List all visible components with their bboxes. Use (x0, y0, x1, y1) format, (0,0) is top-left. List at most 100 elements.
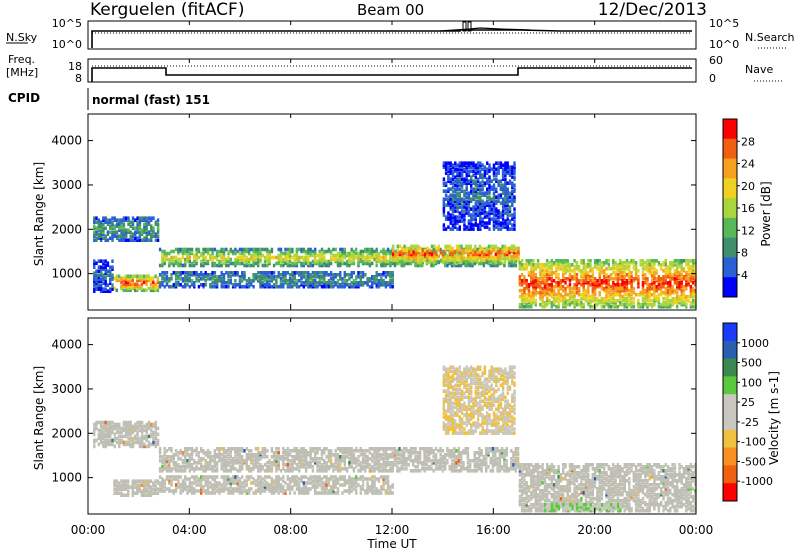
scatter-cell (666, 284, 670, 289)
scatter-cell (449, 213, 452, 217)
scatter-cell (195, 255, 198, 260)
scatter-cell (474, 223, 477, 227)
scatter-cell (492, 256, 495, 261)
scatter-cell (530, 300, 533, 305)
scatter-cell (109, 434, 112, 439)
scatter-cell (467, 169, 471, 173)
scatter-cell (213, 449, 217, 453)
scatter-cell (309, 463, 312, 467)
scatter-cell (136, 479, 139, 483)
scatter-cell (143, 489, 146, 493)
scatter-cell (687, 279, 690, 283)
scatter-cell (124, 274, 128, 279)
scatter-cell (510, 261, 513, 266)
scatter-cell (149, 487, 153, 491)
scatter-cell (320, 463, 324, 467)
scatter-cell (97, 232, 100, 236)
scatter-cell (234, 271, 237, 275)
scatter-cell (282, 271, 285, 275)
scatter-cell (329, 451, 333, 455)
scatter-cell (476, 209, 480, 213)
scatter-cell (109, 420, 112, 425)
scatter-cell (589, 259, 592, 263)
scatter-cell (660, 263, 663, 267)
scatter-cell (465, 203, 468, 207)
scatter-cell (134, 428, 137, 433)
scatter-cell (136, 424, 139, 429)
scatter-cell (361, 449, 365, 453)
scatter-cell (152, 440, 155, 445)
scatter-cell (140, 216, 144, 220)
scatter-cell (628, 277, 631, 281)
scatter-cell (653, 292, 656, 297)
scatter-cell (501, 177, 505, 181)
scatter-cell (195, 449, 198, 453)
scatter-cell (247, 457, 251, 461)
scatter-cell (97, 281, 100, 285)
scatter-cell (106, 442, 110, 447)
scatter-cell (238, 283, 242, 287)
scatter-cell (231, 447, 235, 451)
scatter-cell (357, 251, 360, 256)
scatter-cell (227, 271, 230, 275)
scatter-cell (555, 284, 558, 289)
scatter-cell (435, 252, 438, 257)
scatter-cell (359, 449, 362, 453)
scatter-cell (441, 249, 445, 254)
scatter-cell (179, 457, 182, 461)
scatter-cell (623, 271, 626, 275)
scatter-cell (614, 292, 617, 297)
scatter-cell (685, 279, 688, 283)
scatter-cell (506, 163, 509, 167)
scatter-cell (200, 259, 203, 264)
scatter-cell (211, 249, 214, 254)
scatter-cell (680, 284, 683, 289)
scatter-cell (115, 485, 118, 489)
scatter-cell (442, 163, 446, 167)
scatter-cell (513, 189, 516, 193)
scatter-cell (364, 449, 367, 453)
scatter-cell (678, 283, 681, 287)
scatter-cell (161, 465, 164, 469)
scatter-cell (680, 298, 683, 303)
scatter-cell (557, 290, 560, 295)
scatter-cell (417, 258, 420, 263)
scatter-cell (250, 449, 253, 453)
scatter-cell (102, 261, 105, 265)
scatter-cell (503, 258, 507, 263)
scatter-cell (486, 213, 489, 217)
scatter-cell (447, 217, 450, 221)
scatter-cell (359, 469, 362, 473)
scatter-cell (430, 244, 434, 249)
scatter-cell (506, 250, 509, 255)
scatter-cell (229, 247, 232, 252)
scatter-cell (115, 288, 118, 293)
scatter-cell (129, 236, 132, 240)
scatter-cell (341, 253, 344, 258)
scatter-cell (414, 261, 417, 266)
scatter-cell (510, 263, 513, 268)
scatter-cell (163, 284, 166, 289)
scatter-cell (225, 257, 228, 262)
scatter-cell (99, 265, 103, 269)
scatter-cell (584, 275, 588, 279)
scatter-cell (190, 271, 194, 275)
scatter-cell (680, 259, 683, 263)
scatter-cell (401, 248, 404, 253)
scatter-cell (152, 481, 155, 485)
scatter-cell (380, 279, 383, 283)
scatter-cell (156, 426, 160, 431)
scatter-cell (499, 163, 503, 167)
scatter-cell (648, 271, 651, 275)
scatter-cell (307, 281, 310, 285)
scatter-cell (657, 286, 661, 291)
scatter-cell (371, 283, 374, 287)
scatter-cell (492, 258, 495, 263)
scatter-cell (532, 277, 535, 281)
scatter-cell (600, 286, 604, 291)
scatter-cell (231, 273, 235, 277)
scatter-cell (532, 275, 535, 279)
scatter-cell (486, 187, 489, 191)
scatter-cell (188, 259, 191, 264)
scatter-cell (380, 277, 383, 281)
